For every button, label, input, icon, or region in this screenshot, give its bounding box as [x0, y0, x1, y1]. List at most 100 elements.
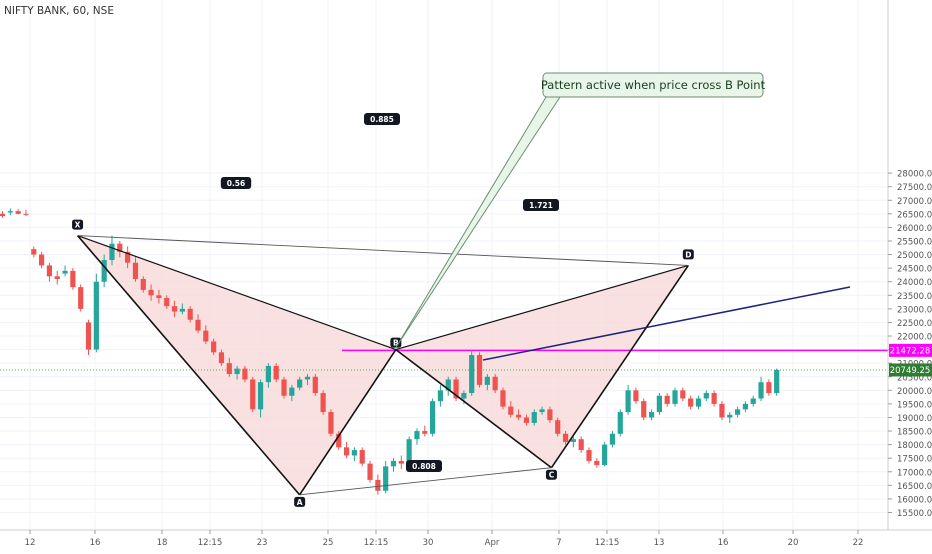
candle	[187, 306, 193, 323]
candle-body	[171, 306, 178, 312]
candle-body	[31, 249, 37, 255]
x-tick-label: 12:15	[364, 538, 389, 548]
candle-body	[23, 213, 29, 215]
price-axis-label: 21472.28	[889, 343, 932, 357]
candle	[164, 295, 170, 309]
candle-body	[750, 398, 756, 404]
pattern-leg-xa[interactable]	[76, 235, 301, 496]
ascending-trendline[interactable]	[482, 286, 851, 361]
y-tick-label: 19000.00	[897, 414, 932, 424]
candle	[85, 319, 92, 356]
harmonic-pattern-lines[interactable]	[76, 235, 689, 496]
candle-body	[70, 270, 76, 288]
candle-body	[453, 379, 459, 399]
candle	[132, 257, 139, 282]
trendline[interactable]	[482, 286, 851, 361]
candle	[594, 458, 600, 468]
candle-body	[336, 433, 342, 448]
candle-body	[555, 420, 561, 434]
candle	[304, 374, 311, 385]
candle-body	[656, 395, 662, 413]
x-tick-label: 16	[90, 538, 101, 548]
candle-body	[547, 409, 553, 421]
y-tick-label: 18500.00	[897, 428, 932, 438]
candle	[719, 401, 725, 421]
candle	[750, 395, 756, 407]
candle	[617, 409, 623, 437]
candle	[734, 406, 741, 418]
candle	[586, 447, 592, 464]
y-tick-label: 27000.00	[897, 197, 932, 207]
candle	[336, 431, 342, 451]
price-axis[interactable]: 15500.00 16000.00 16500.00 17000.00 17500.00…	[887, 0, 932, 550]
x-tick-label: 7	[556, 538, 561, 548]
candle-body	[562, 433, 569, 442]
candle-body	[648, 412, 655, 418]
candle-body	[414, 431, 420, 440]
time-axis[interactable]: 12 16 18 12:15 23 25 12:15 30 Apr 7 12:15 13 16 20 22	[0, 529, 932, 550]
candle	[351, 447, 357, 461]
pattern-leg-bd[interactable]	[395, 264, 689, 351]
candle-body	[469, 355, 475, 394]
candle-body	[289, 387, 295, 396]
candle-body	[625, 390, 631, 413]
pattern-leg-xb[interactable]	[77, 235, 397, 351]
y-tick-label: 20000.00	[897, 387, 932, 397]
candle	[70, 268, 76, 290]
candle	[39, 251, 45, 269]
candle	[523, 414, 530, 426]
pattern-leg-cd[interactable]	[550, 264, 689, 469]
y-tick-label: 16500.00	[897, 482, 932, 492]
candle-body	[476, 355, 483, 385]
candle-body	[523, 417, 530, 423]
point-label-bg	[545, 469, 557, 480]
pattern-point-a: A	[294, 496, 306, 507]
x-tick-label: 13	[654, 538, 665, 548]
time-axis-background	[0, 530, 932, 550]
y-tick-label: 25500.00	[897, 238, 932, 248]
candle-body	[328, 412, 334, 434]
pattern-leg-bc[interactable]	[395, 348, 552, 469]
candle	[297, 376, 303, 391]
candle-body	[680, 390, 686, 399]
candle	[664, 393, 670, 407]
candle	[492, 374, 498, 394]
candle	[54, 270, 60, 285]
candle	[398, 455, 404, 470]
x-tick-label: 22	[853, 538, 864, 548]
candle	[633, 387, 639, 404]
candle-body	[39, 254, 45, 266]
y-tick-label: 26500.00	[897, 210, 932, 220]
candle-body	[500, 390, 506, 407]
y-tick-label: 16000.00	[897, 495, 932, 505]
candle	[156, 289, 162, 304]
pattern-diagonal-xd[interactable]	[77, 235, 689, 266]
point-label-bg	[294, 496, 306, 507]
y-tick-label: 25000.00	[897, 251, 932, 261]
candle	[195, 314, 201, 334]
candle	[774, 368, 780, 396]
candle	[625, 384, 631, 415]
candle	[328, 409, 334, 437]
candle	[453, 376, 459, 402]
candle-body	[359, 450, 365, 464]
candle	[179, 303, 185, 315]
y-tick-label: 20500.00	[897, 373, 932, 383]
candle-body	[703, 393, 709, 399]
candle-body	[437, 390, 444, 402]
pattern-diagonal-ac[interactable]	[299, 467, 552, 496]
x-tick-label: 25	[323, 538, 334, 548]
ratio-label-text: 0.808	[412, 462, 436, 471]
point-label-text: X	[75, 221, 81, 230]
candle-body	[539, 409, 545, 413]
y-tick-label: 22000.00	[897, 333, 932, 343]
candle-body	[351, 450, 357, 456]
candle-body	[179, 308, 185, 312]
callout-box	[542, 72, 764, 98]
pattern-point-x: X	[72, 219, 84, 230]
price-labels: 21472.28 20749.25	[889, 343, 932, 377]
pattern-leg-ab[interactable]	[298, 349, 397, 496]
annotation-callout[interactable]: Pattern active when price cross B Point	[395, 72, 766, 348]
